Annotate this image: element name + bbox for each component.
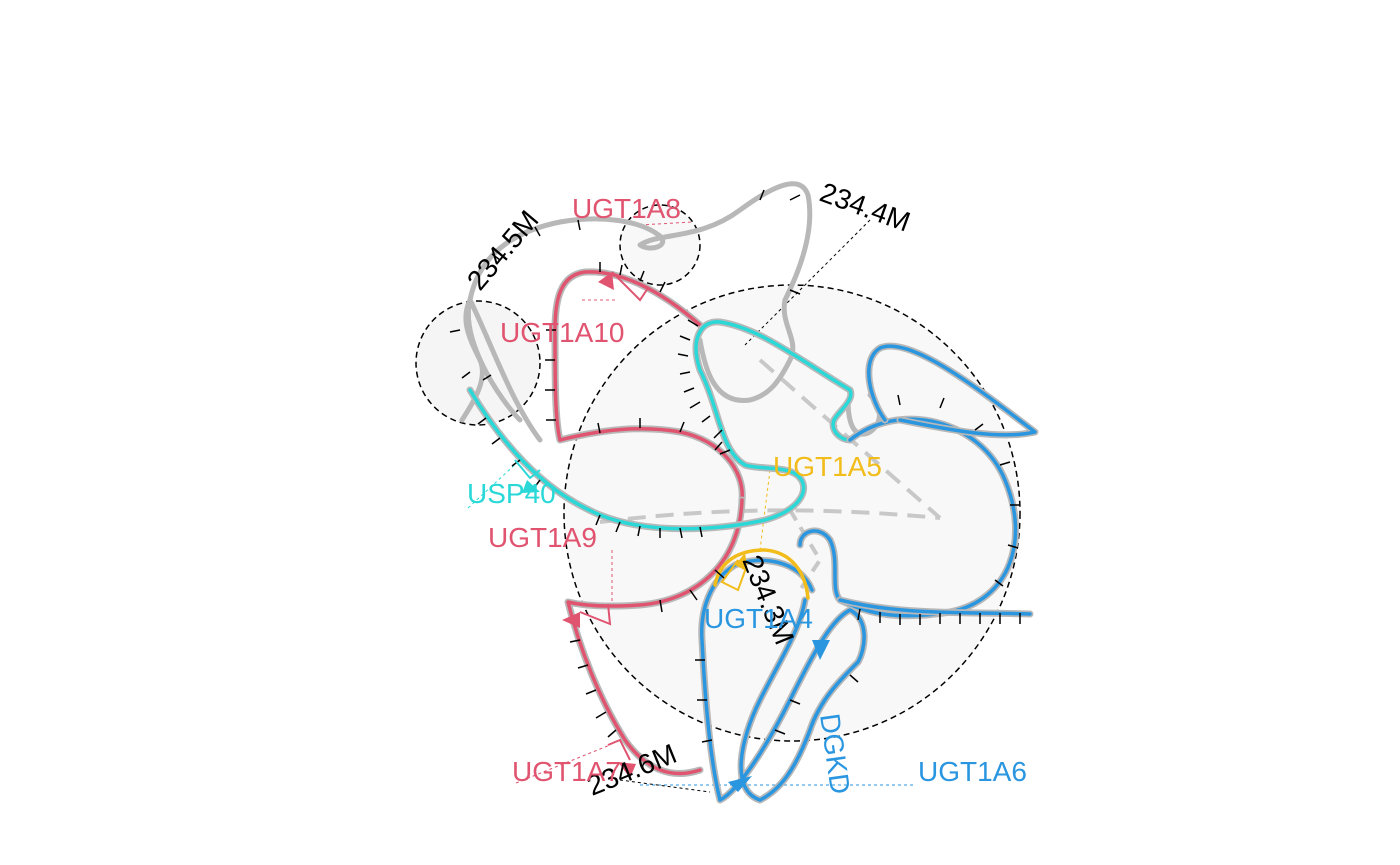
- gene-label-ugt1a6: UGT1A6: [918, 756, 1027, 787]
- gene-label-ugt1a9: UGT1A9: [488, 522, 597, 553]
- dashed-connector: [599, 508, 941, 524]
- tick-marks: [449, 189, 1021, 743]
- strand-arrow-icon: [598, 272, 614, 290]
- coordinate-label-234-4m: 234.4M: [816, 177, 914, 238]
- strand-arrow-icon: [735, 553, 748, 572]
- strand-arrow-icon: [562, 612, 580, 628]
- gene-segment-ugt1a6: [796, 342, 1039, 620]
- leader-lines: [467, 219, 915, 793]
- region-circle-left: [415, 300, 541, 426]
- gene-segment-ugt1a10: [551, 268, 746, 504]
- strand-markers: [514, 271, 830, 792]
- gene-segment-ugt1a5: [713, 548, 810, 600]
- strand-arrow-icon: [618, 762, 636, 778]
- strand-arrow-icon: [522, 480, 540, 493]
- strand-arrow-icon: [812, 640, 830, 660]
- gene-segment-ugt1a4: [698, 556, 868, 804]
- gene-label-ugt1a5: UGT1A5: [773, 451, 882, 482]
- gene-label-ugt1a4: UGT1A4: [704, 603, 813, 634]
- gene-segment-usp40: [466, 318, 855, 533]
- gene-label-ugt1a10: UGT1A10: [500, 317, 625, 348]
- gene-label-usp40: USP40: [467, 478, 556, 509]
- gene-segment-ugt1a9: [564, 496, 746, 777]
- coordinate-label-234-5m: 234.5M: [461, 204, 545, 295]
- gene-label-ugt1a7: UGT1A7: [512, 756, 621, 787]
- gene-label-ugt1a8: UGT1A8: [572, 193, 681, 224]
- strand-arrow-icon: [728, 776, 752, 792]
